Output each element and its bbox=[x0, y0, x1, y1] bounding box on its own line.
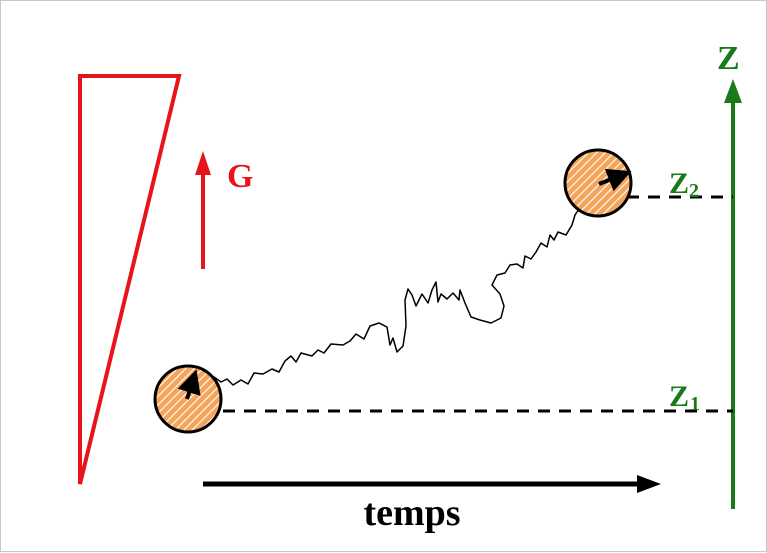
z2-label-main: Z bbox=[669, 167, 689, 200]
gradient-arrow bbox=[195, 151, 211, 269]
z1-label: Z 1 bbox=[669, 380, 700, 415]
particle-end bbox=[563, 148, 633, 218]
gradient-wedge bbox=[78, 74, 182, 485]
z-axis bbox=[724, 79, 742, 509]
z2-label-sub: 2 bbox=[689, 180, 699, 202]
spin-arrow-icon bbox=[177, 369, 201, 400]
particle-start bbox=[153, 364, 223, 434]
z2-label: Z 2 bbox=[669, 167, 699, 202]
time-arrow bbox=[203, 475, 661, 493]
gradient-label: G bbox=[227, 158, 253, 195]
time-label: temps bbox=[363, 492, 460, 534]
spin-arrow-icon bbox=[598, 168, 632, 192]
random-walk-path bbox=[206, 205, 582, 386]
z1-label-sub: 1 bbox=[690, 393, 700, 415]
z-axis-label: Z bbox=[717, 40, 740, 77]
z1-label-main: Z bbox=[669, 380, 689, 413]
